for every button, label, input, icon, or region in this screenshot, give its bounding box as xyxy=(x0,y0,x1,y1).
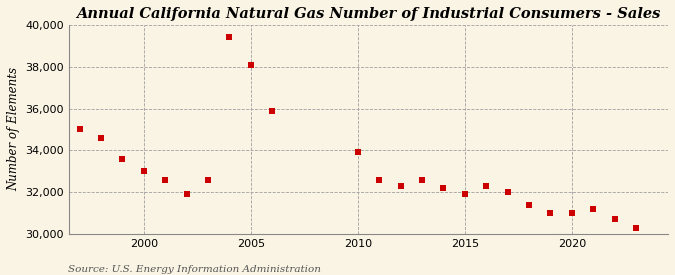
Point xyxy=(246,62,256,67)
Point xyxy=(267,108,277,113)
Point xyxy=(138,169,149,174)
Point xyxy=(224,35,235,40)
Point xyxy=(524,202,535,207)
Point xyxy=(609,217,620,221)
Point xyxy=(96,136,107,140)
Point xyxy=(438,186,449,190)
Point xyxy=(352,150,363,155)
Point xyxy=(74,127,85,132)
Point xyxy=(182,192,192,196)
Point xyxy=(588,207,599,211)
Y-axis label: Number of Elements: Number of Elements xyxy=(7,67,20,191)
Point xyxy=(566,211,577,215)
Point xyxy=(374,177,385,182)
Point xyxy=(502,190,513,194)
Point xyxy=(160,177,171,182)
Point xyxy=(481,184,491,188)
Point xyxy=(117,156,128,161)
Point xyxy=(630,226,641,230)
Point xyxy=(460,192,470,196)
Point xyxy=(545,211,556,215)
Point xyxy=(396,184,406,188)
Text: Source: U.S. Energy Information Administration: Source: U.S. Energy Information Administ… xyxy=(68,265,321,274)
Point xyxy=(416,177,427,182)
Title: Annual California Natural Gas Number of Industrial Consumers - Sales: Annual California Natural Gas Number of … xyxy=(76,7,661,21)
Point xyxy=(202,177,213,182)
